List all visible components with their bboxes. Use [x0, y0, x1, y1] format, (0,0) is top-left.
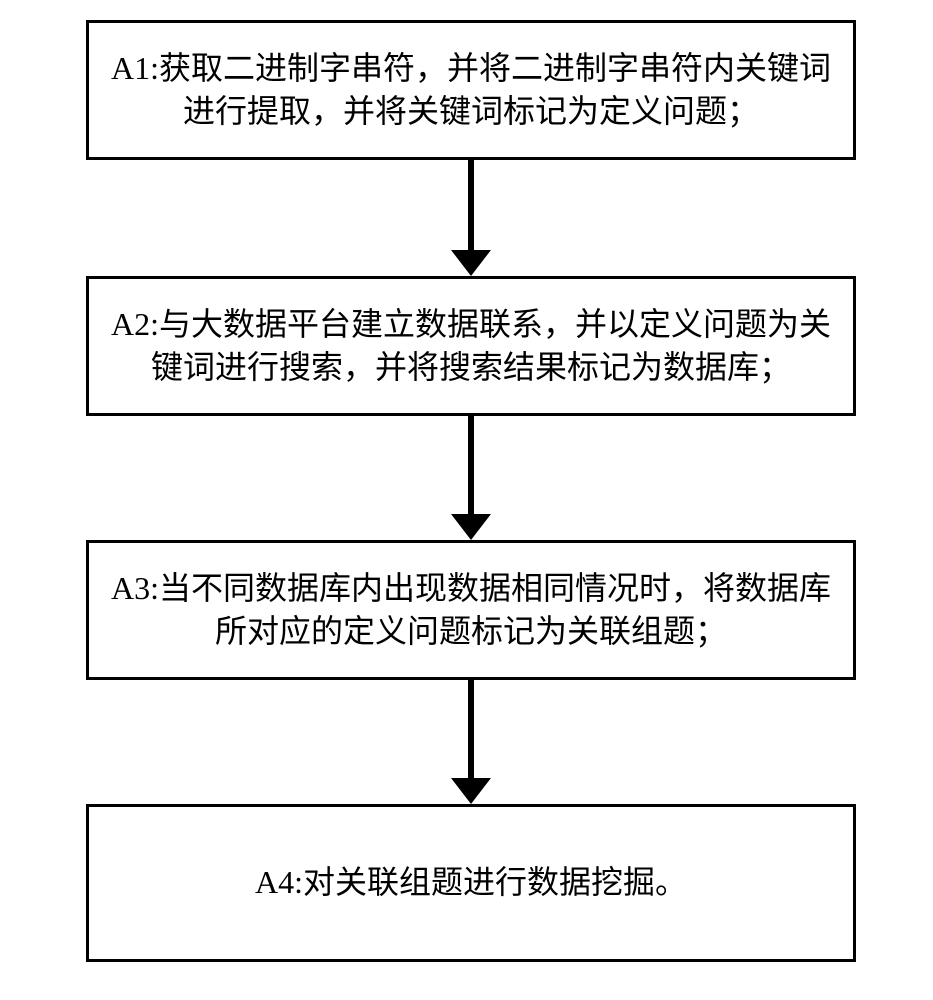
flowchart-node-text: A3:当不同数据库内出现数据相同情况时，将数据库所对应的定义问题标记为关联组题； — [109, 567, 833, 653]
flowchart-node-text: A2:与大数据平台建立数据联系，并以定义问题为关键词进行搜索，并将搜索结果标记为… — [109, 303, 833, 389]
flowchart-node-n4: A4:对关联组题进行数据挖掘。 — [86, 804, 856, 962]
flowchart-node-text: A1:获取二进制字串符，并将二进制字串符内关键词进行提取，并将关键词标记为定义问… — [109, 47, 833, 133]
flowchart-canvas: A1:获取二进制字串符，并将二进制字串符内关键词进行提取，并将关键词标记为定义问… — [0, 0, 933, 1000]
flowchart-node-text: A4:对关联组题进行数据挖掘。 — [255, 861, 687, 904]
flowchart-node-n2: A2:与大数据平台建立数据联系，并以定义问题为关键词进行搜索，并将搜索结果标记为… — [86, 276, 856, 416]
flowchart-node-n1: A1:获取二进制字串符，并将二进制字串符内关键词进行提取，并将关键词标记为定义问… — [86, 20, 856, 160]
flowchart-node-n3: A3:当不同数据库内出现数据相同情况时，将数据库所对应的定义问题标记为关联组题； — [86, 540, 856, 680]
